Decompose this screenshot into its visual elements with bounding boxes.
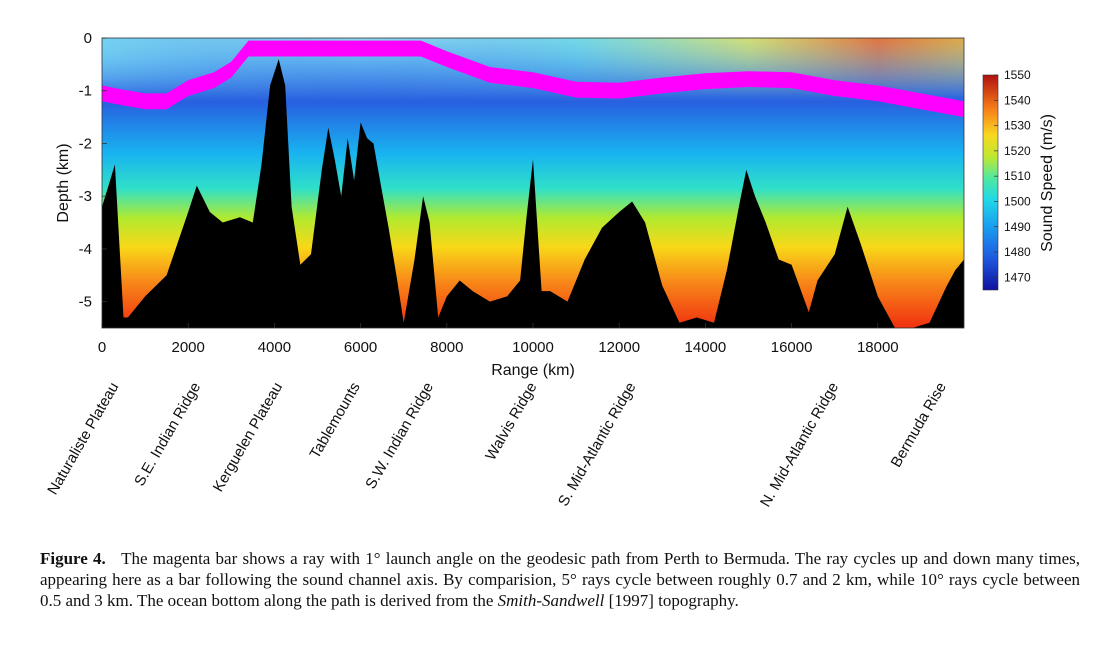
- figure-caption: Figure 4. The magenta bar shows a ray wi…: [40, 548, 1080, 611]
- y-axis-ticks: 0 -1 -2 -3 -4 -5: [79, 30, 107, 311]
- y-tick-label: -2: [79, 135, 92, 152]
- feature-label: S. Mid-Atlantic Ridge: [555, 380, 640, 510]
- x-tick-label: 2000: [172, 339, 205, 356]
- feature-label: S.W. Indian Ridge: [362, 380, 437, 492]
- y-axis-label: Depth (km): [55, 143, 72, 222]
- y-tick-label: -4: [79, 241, 92, 258]
- x-tick-label: 8000: [430, 339, 463, 356]
- colorbar-tick-label: 1480: [1004, 245, 1031, 259]
- ocean-bottom: [102, 59, 964, 328]
- feature-label: S.E. Indian Ridge: [131, 380, 204, 490]
- x-tick-label: 0: [98, 339, 106, 356]
- caption-italic-source: Smith-Sandwell: [497, 591, 605, 610]
- colorbar-tick-label: 1520: [1004, 144, 1031, 158]
- x-tick-label: 16000: [771, 339, 813, 356]
- x-tick-label: 10000: [512, 339, 554, 356]
- colorbar-tick-label: 1490: [1004, 220, 1031, 234]
- colorbar-tick-label: 1550: [1004, 68, 1031, 82]
- colorbar-tick-label: 1500: [1004, 194, 1031, 208]
- x-axis-label: Range (km): [491, 362, 575, 379]
- colorbar-tick-label: 1470: [1004, 270, 1031, 284]
- feature-label: Kerguelen Plateau: [210, 380, 286, 495]
- colorbar-tick-label: 1510: [1004, 169, 1031, 183]
- y-tick-label: -1: [79, 83, 92, 100]
- x-tick-label: 18000: [857, 339, 899, 356]
- feature-label: Tablemounts: [307, 380, 364, 462]
- feature-label: Naturaliste Plateau: [44, 380, 122, 498]
- caption-text-end: [1997] topography.: [608, 591, 739, 610]
- y-tick-label: 0: [84, 30, 92, 47]
- x-axis-ticks: 0 2000 4000 6000 8000 10000 12000 14000 16000 180…: [98, 323, 899, 356]
- x-tick-label: 4000: [258, 339, 291, 356]
- caption-text: The magenta bar shows a ray with 1° laun…: [40, 549, 1080, 610]
- ray-bar: [102, 40, 964, 118]
- colorbar-tick-label: 1530: [1004, 119, 1031, 133]
- feature-label: Bermuda Rise: [888, 380, 950, 471]
- x-tick-label: 12000: [598, 339, 640, 356]
- y-tick-label: -5: [79, 294, 92, 311]
- figure-4-chart: 0 2000 4000 6000 8000 10000 12000 14000 16000 180…: [44, 30, 1056, 511]
- feature-labels: Naturaliste Plateau S.E. Indian Ridge Kerg…: [44, 380, 950, 511]
- x-tick-label: 14000: [685, 339, 727, 356]
- caption-label: Figure 4.: [40, 549, 106, 568]
- y-tick-label: -3: [79, 188, 92, 205]
- colorbar: [982, 74, 999, 291]
- feature-label: Walvis Ridge: [482, 380, 540, 464]
- colorbar-tick-label: 1540: [1004, 93, 1031, 107]
- colorbar-ticks: 1470 1480 1490 1500 1510 1520 1530 1540 1550: [994, 68, 1031, 284]
- colorbar-label: Sound Speed (m/s): [1039, 114, 1056, 252]
- feature-label: N. Mid-Atlantic Ridge: [757, 380, 842, 511]
- x-tick-label: 6000: [344, 339, 377, 356]
